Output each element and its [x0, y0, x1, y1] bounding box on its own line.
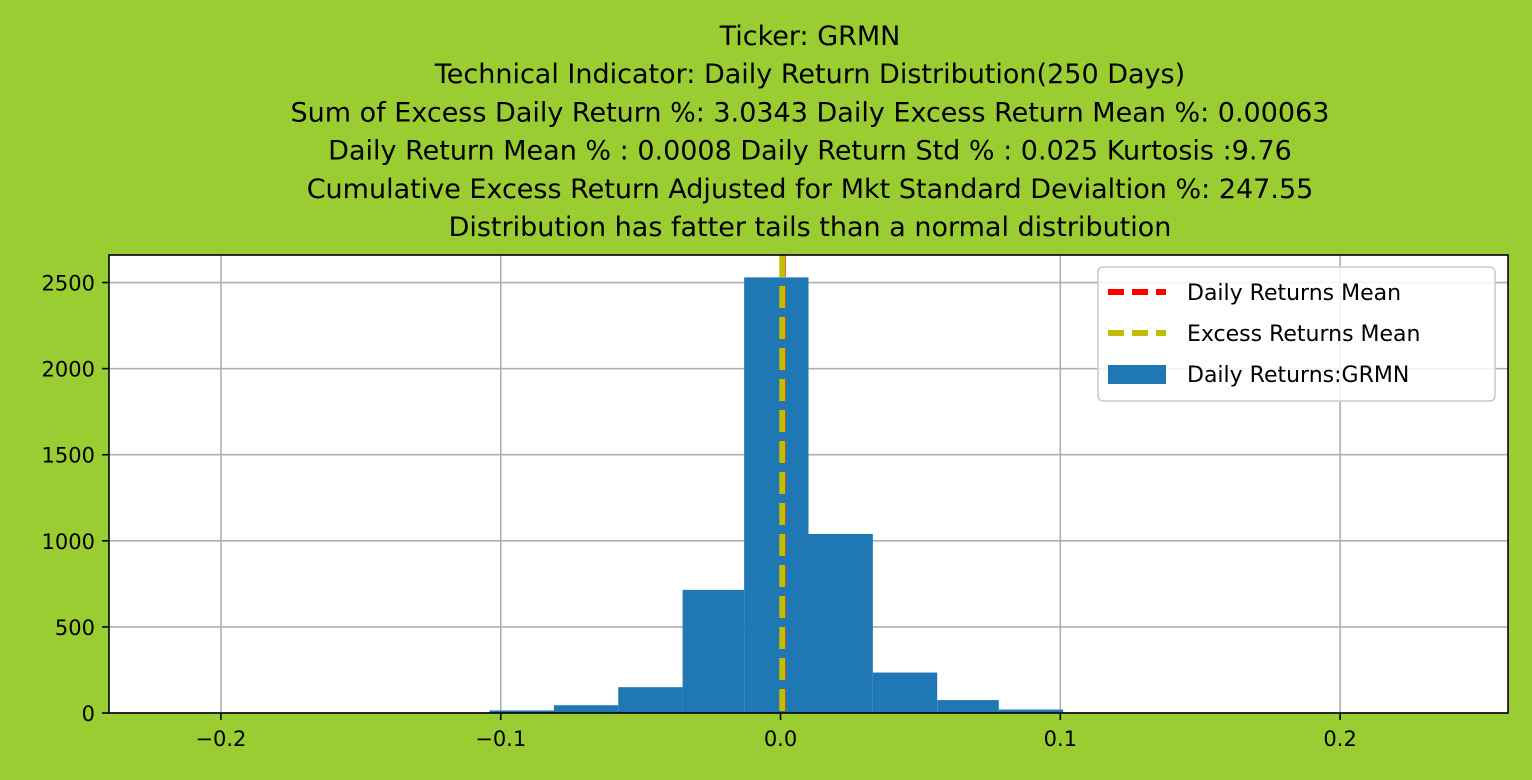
legend-label-excess-returns-mean: Excess Returns Mean	[1187, 322, 1420, 347]
y-tick-label-0: 0	[82, 702, 95, 726]
legend-box	[1097, 266, 1496, 402]
x-tick-label-3: 0.1	[1044, 727, 1077, 751]
x-axis-ticks: −0.2 −0.1 0.0 0.1 0.2	[195, 713, 1357, 751]
x-tick-label-0: −0.2	[195, 727, 246, 751]
title-line-1: Technical Indicator: Daily Return Distri…	[434, 59, 1185, 90]
y-tick-label-5: 2500	[42, 272, 95, 296]
y-tick-label-3: 1500	[42, 444, 95, 468]
histogram-bar-5	[808, 533, 873, 713]
x-tick-label-4: 0.2	[1323, 727, 1356, 751]
legend-label-daily-returns-mean: Daily Returns Mean	[1187, 281, 1401, 306]
histogram-bar-3	[682, 589, 745, 713]
histogram-bars	[489, 277, 1064, 713]
title-line-3: Daily Return Mean % : 0.0008 Daily Retur…	[328, 136, 1292, 167]
histogram-bar-8	[998, 709, 1064, 713]
title-line-5: Distribution has fatter tails than a nor…	[449, 212, 1172, 243]
histogram-bar-0	[489, 710, 554, 713]
legend-swatch-daily-returns	[1108, 365, 1166, 384]
y-axis-ticks: 0 500 1000 1500 2000 2500	[42, 272, 109, 726]
x-tick-label-1: −0.1	[475, 727, 526, 751]
y-tick-label-1: 500	[55, 616, 95, 640]
histogram-bar-6	[872, 672, 938, 713]
legend-label-daily-returns: Daily Returns:GRMN	[1187, 363, 1409, 388]
title-line-2: Sum of Excess Daily Return %: 3.0343 Dai…	[291, 97, 1330, 128]
legend: Daily Returns Mean Excess Returns Mean D…	[1097, 266, 1496, 402]
x-tick-label-2: 0.0	[764, 727, 797, 751]
y-tick-label-4: 2000	[42, 358, 95, 382]
histogram-bar-2	[618, 687, 683, 713]
histogram-bar-7	[937, 700, 999, 713]
chart-title: Ticker: GRMN Technical Indicator: Daily R…	[291, 21, 1330, 243]
y-tick-label-2: 1000	[42, 530, 95, 554]
title-line-4: Cumulative Excess Return Adjusted for Mk…	[307, 174, 1314, 205]
histogram-bar-1	[553, 705, 619, 713]
plot-area	[108, 254, 1509, 714]
histogram-bar-4	[744, 277, 809, 713]
title-line-0: Ticker: GRMN	[719, 21, 901, 52]
